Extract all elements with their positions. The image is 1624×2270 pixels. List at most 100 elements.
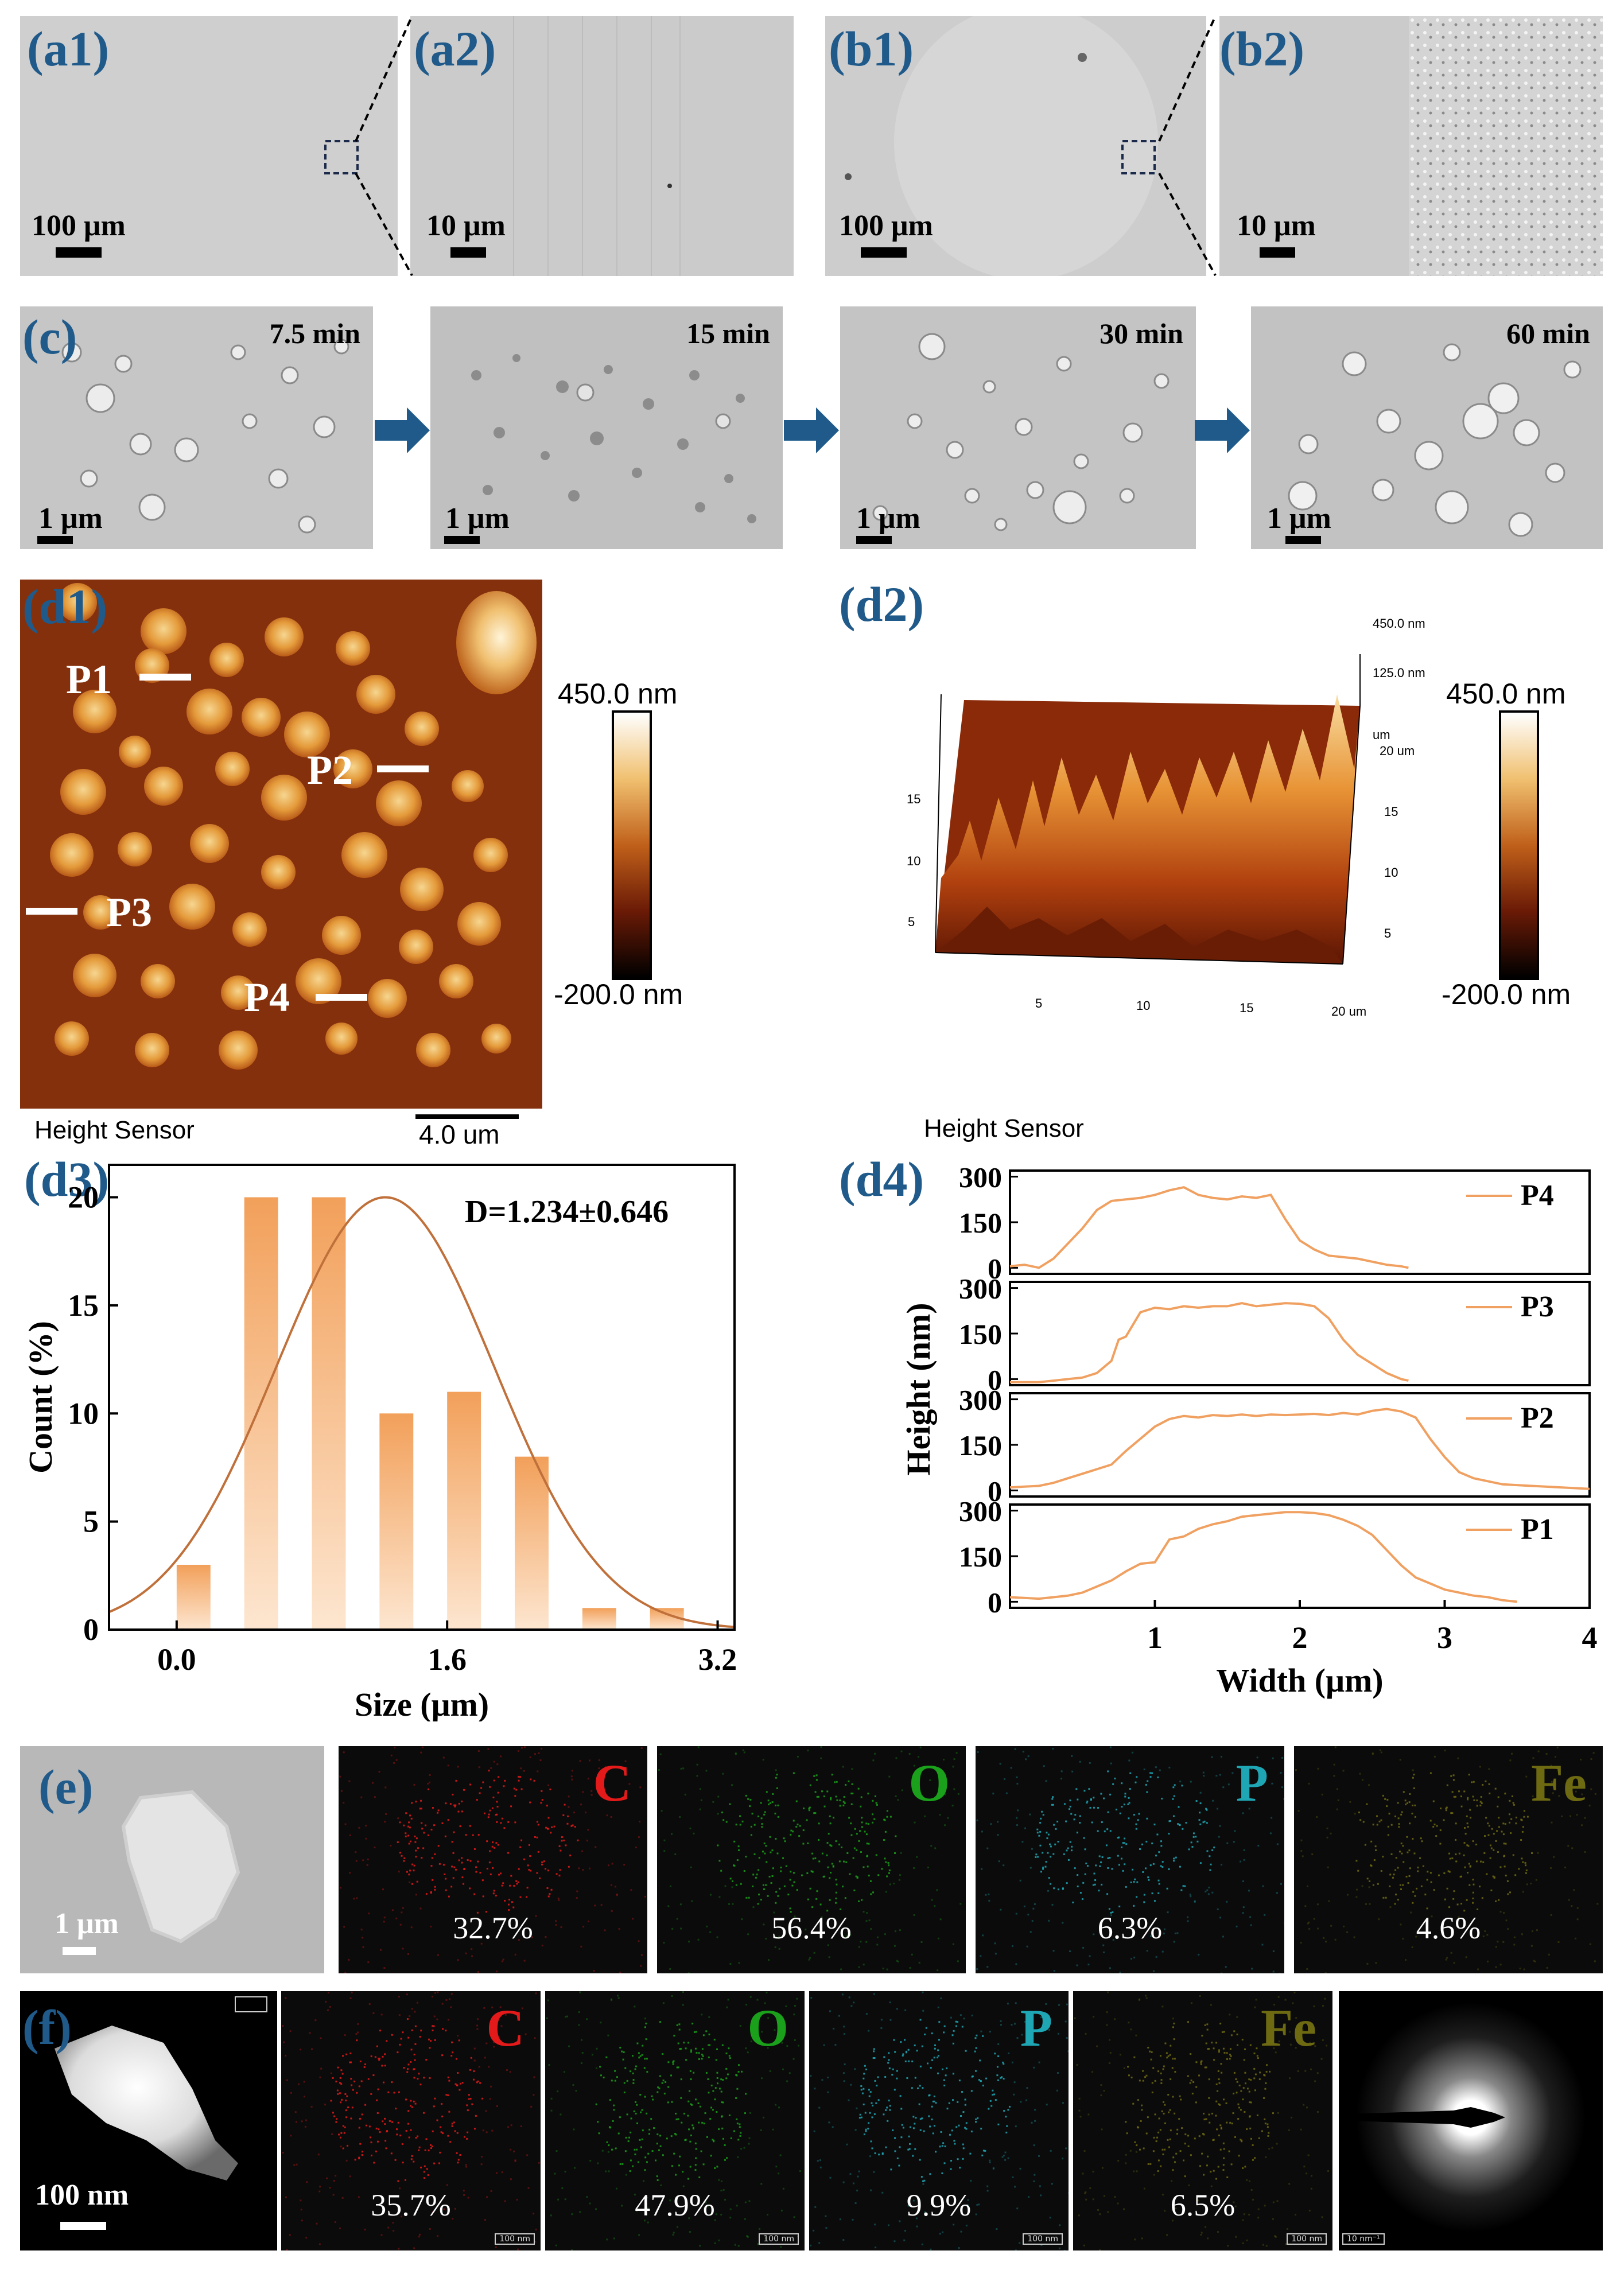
x-tick: 5 [1035, 996, 1043, 1010]
y-tick-label: 0 [988, 1252, 1002, 1284]
y-tick: 15 [907, 792, 921, 806]
profile-line-p3 [1010, 1302, 1409, 1383]
scale-bar-label: 4.0 um [419, 1120, 500, 1149]
element-percent: 35.7% [371, 2188, 451, 2222]
colorbar [1499, 710, 1539, 980]
eds-map-p: P 6.3% [976, 1746, 1284, 1973]
scale-bar-label: 1 μm [856, 502, 920, 535]
colorbar-max: 450.0 nm [1446, 678, 1566, 710]
element-percent: 9.9% [906, 2188, 972, 2222]
eds-map-fe: Fe 4.6% [1294, 1746, 1603, 1973]
sem-image-a2 [513, 16, 681, 276]
eds-signal [976, 1746, 1284, 1973]
element-percent: 47.9% [635, 2188, 715, 2222]
scale-bar-label: 10 μm [1237, 209, 1316, 242]
chart-d3: 0 5 10 15 20 0.0 1.6 3.2 D=1.234±0.646 Size (μm) C… [22, 1164, 737, 1721]
panel-c-3: 30 min 1 μm [840, 306, 1196, 549]
panel-f-stem: (f) 100 nm [20, 1991, 277, 2250]
y-tick-label: 20 [68, 1180, 99, 1215]
histogram-bar [582, 1608, 616, 1630]
scale-bar-label: 1 μm [1267, 502, 1331, 535]
histogram-bar [176, 1564, 211, 1630]
y-tick-label: 0 [988, 1363, 1002, 1396]
y-tick: 10 [907, 854, 921, 868]
y-tick-label: 150 [959, 1541, 1002, 1573]
sem-image-c1 [61, 339, 349, 534]
element-percent: 32.7% [453, 1911, 533, 1945]
y-tick-label: 0 [988, 1586, 1002, 1618]
panel-label: (f) [22, 2000, 72, 2055]
panel-a1: (a1) 100 μm [20, 16, 398, 276]
scale-bar [60, 2222, 106, 2230]
legend-label: P1 [1521, 1513, 1554, 1546]
y-tick-label: 300 [959, 1273, 1002, 1305]
subplot-frame [1009, 1503, 1591, 1609]
afm-3d-view [935, 654, 1361, 965]
element-label: O [908, 1754, 950, 1812]
r-tick: 10 [1384, 865, 1398, 880]
scale-bar [415, 1114, 519, 1119]
panel-label: (b1) [829, 21, 914, 76]
subplot-frame [1009, 1281, 1591, 1386]
legend-label: P4 [1521, 1179, 1554, 1212]
scale-bar-label: 1 μm [445, 502, 510, 535]
sensor-label: Height Sensor [34, 1116, 195, 1144]
y-tick-label: 150 [959, 1207, 1002, 1239]
panel-d1: (d1) P1 P2 P3 P4 [20, 580, 542, 1109]
map-scale-label: 100 nm [1023, 2233, 1063, 2245]
element-label: Fe [1260, 1999, 1316, 2057]
map-scale-label: 100 nm [495, 2233, 535, 2245]
y-axis-label: Height (nm) [900, 1303, 937, 1475]
panel-label: (d3) [24, 1152, 110, 1207]
panel-f-saed: 10 nm⁻¹ [1339, 1991, 1603, 2250]
y-tick-label: 5 [83, 1505, 99, 1539]
y-tick-label: 0 [83, 1612, 99, 1647]
histogram-bar [379, 1413, 414, 1630]
scale-bar-label: 100 μm [32, 209, 126, 242]
saed-pattern [1350, 2003, 1586, 2232]
scale-bar [1285, 536, 1321, 544]
x-tick: 20 um [1331, 1004, 1367, 1019]
arrow-icon [1195, 407, 1250, 453]
eds-map-o: O 47.9% 100 nm [545, 1991, 805, 2250]
subplot-frame [1009, 1169, 1591, 1275]
marker-p4: P4 [244, 974, 290, 1020]
marker-p3: P3 [106, 889, 152, 935]
panel-e-sem: (e) 1 μm [20, 1746, 324, 1973]
r-tick: 15 [1384, 804, 1398, 819]
y-tick-label: 10 [68, 1396, 99, 1431]
sem-image-c3 [872, 333, 1170, 531]
r-tick: 5 [1384, 926, 1392, 940]
x-tick-label: 1 [1147, 1620, 1163, 1655]
y-tick-label: 15 [68, 1288, 99, 1323]
eds-map-c: C 35.7% 100 nm [281, 1991, 541, 2250]
eds-signal [1074, 1991, 1330, 2250]
panel-b2: (b2) 10 μm [1219, 16, 1603, 276]
scale-bar-label: 100 μm [839, 209, 933, 242]
r-tick: 20 um [1380, 744, 1415, 758]
marker-p1: P1 [66, 656, 112, 702]
plot-frame [108, 1164, 736, 1631]
stem-particle [55, 1996, 267, 2180]
arrow-icon [784, 407, 839, 453]
element-label: Fe [1530, 1754, 1587, 1812]
sem-image-c2 [471, 354, 756, 523]
panel-label: (a1) [27, 21, 110, 76]
axis-z-mid: 125.0 nm [1373, 666, 1425, 680]
scale-bar [450, 247, 486, 258]
panel-c-1: (c) 7.5 min 1 μm [20, 306, 373, 549]
y-tick-label: 300 [959, 1161, 1002, 1194]
scale-bar [856, 536, 892, 544]
element-percent: 56.4% [771, 1911, 852, 1945]
panel-label: (d1) [22, 580, 108, 634]
sem-image-a1 [324, 140, 359, 174]
profile-line-p2 [1009, 1408, 1590, 1490]
y-tick-label: 0 [988, 1475, 1002, 1507]
axis-unit: um [1373, 728, 1390, 742]
sem-image-c4 [1288, 343, 1582, 537]
y-axis-label: Count (%) [22, 1321, 59, 1474]
x-tick-label: 3.2 [698, 1642, 737, 1677]
panel-label: (d4) [839, 1152, 924, 1207]
chart-d4: 0 150 300 P4 0 150 300 P3 0 150 300 P2 0 150 300 P1 1 2 3 4… [900, 1161, 1598, 1699]
y-tick-label: 300 [959, 1495, 1002, 1527]
